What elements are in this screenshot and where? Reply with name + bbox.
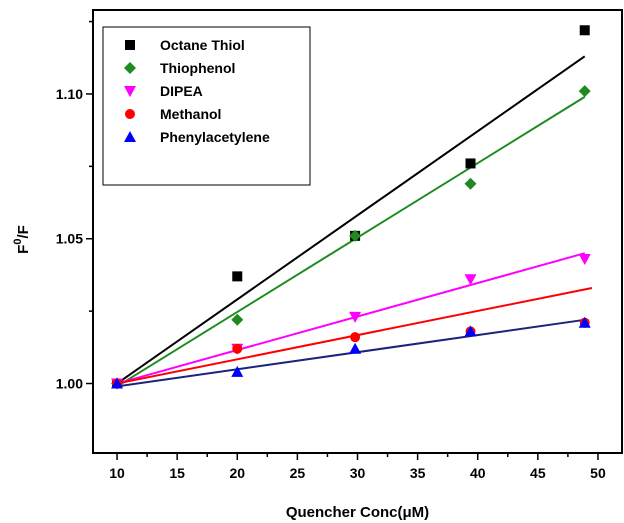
legend-label-3: DIPEA [160,83,203,99]
y-axis-title: F0/F [12,225,32,254]
legend: Octane Thiol Thiophenol DIPEA Methanol Pheny… [102,26,311,186]
data-point-s5-p2 [231,365,244,377]
legend-label-2: Thiophenol [160,60,235,76]
data-point-s1-p2 [232,271,243,282]
legend-box [102,26,311,186]
data-point-s2-p2 [231,313,244,326]
legend-label-1: Octane Thiol [160,37,245,53]
data-point-s2-p5 [578,85,591,98]
data-point-s1-p4 [465,158,476,169]
x-tick-label-30: 30 [350,465,366,481]
legend-marker-1 [125,40,135,50]
x-tick-label-35: 35 [410,465,426,481]
fit-line-3 [116,252,585,385]
data-point-s5-p3 [349,342,362,354]
legend-label-5: Phenylacetylene [160,129,270,145]
axis-titles: Quencher Conc(μM) F0/F [12,225,429,521]
data-point-s5-p4 [464,325,477,337]
data-point-s3-p5 [578,254,591,266]
data-point-s5-p5 [578,316,591,328]
axes: 10 15 20 25 30 35 40 45 50 1.00 1.05 1.10 [56,9,623,481]
data-point-s3-p3 [349,311,362,323]
x-axis-title: Quencher Conc(μM) [286,504,429,521]
legend-marker-4 [125,109,135,119]
data-markers [111,25,591,390]
x-tick-label-40: 40 [470,465,486,481]
fit-line-1 [116,55,586,385]
x-tick-label-50: 50 [590,465,606,481]
x-tick-label-15: 15 [169,465,185,481]
data-point-s4-p2 [232,343,243,354]
data-point-s5-p1 [111,377,124,389]
y-tick-label-3: 1.10 [56,86,83,102]
x-tick-label-10: 10 [109,465,125,481]
data-point-s1-p5 [579,25,590,36]
legend-marker-2 [124,62,136,74]
fit-line-2 [116,96,586,388]
y-tick-label-1: 1.00 [56,376,83,392]
legend-marker-5 [124,131,136,142]
data-point-s2-p3 [349,229,362,242]
legend-marker-3 [124,86,136,97]
data-point-s2-p4 [464,177,477,190]
x-tick-label-25: 25 [290,465,306,481]
y-tick-label-2: 1.05 [56,231,83,247]
x-tick-label-45: 45 [530,465,546,481]
data-point-s3-p4 [464,274,477,286]
data-point-s4-p3 [350,332,361,343]
x-tick-label-20: 20 [229,465,245,481]
legend-label-4: Methanol [160,106,221,122]
